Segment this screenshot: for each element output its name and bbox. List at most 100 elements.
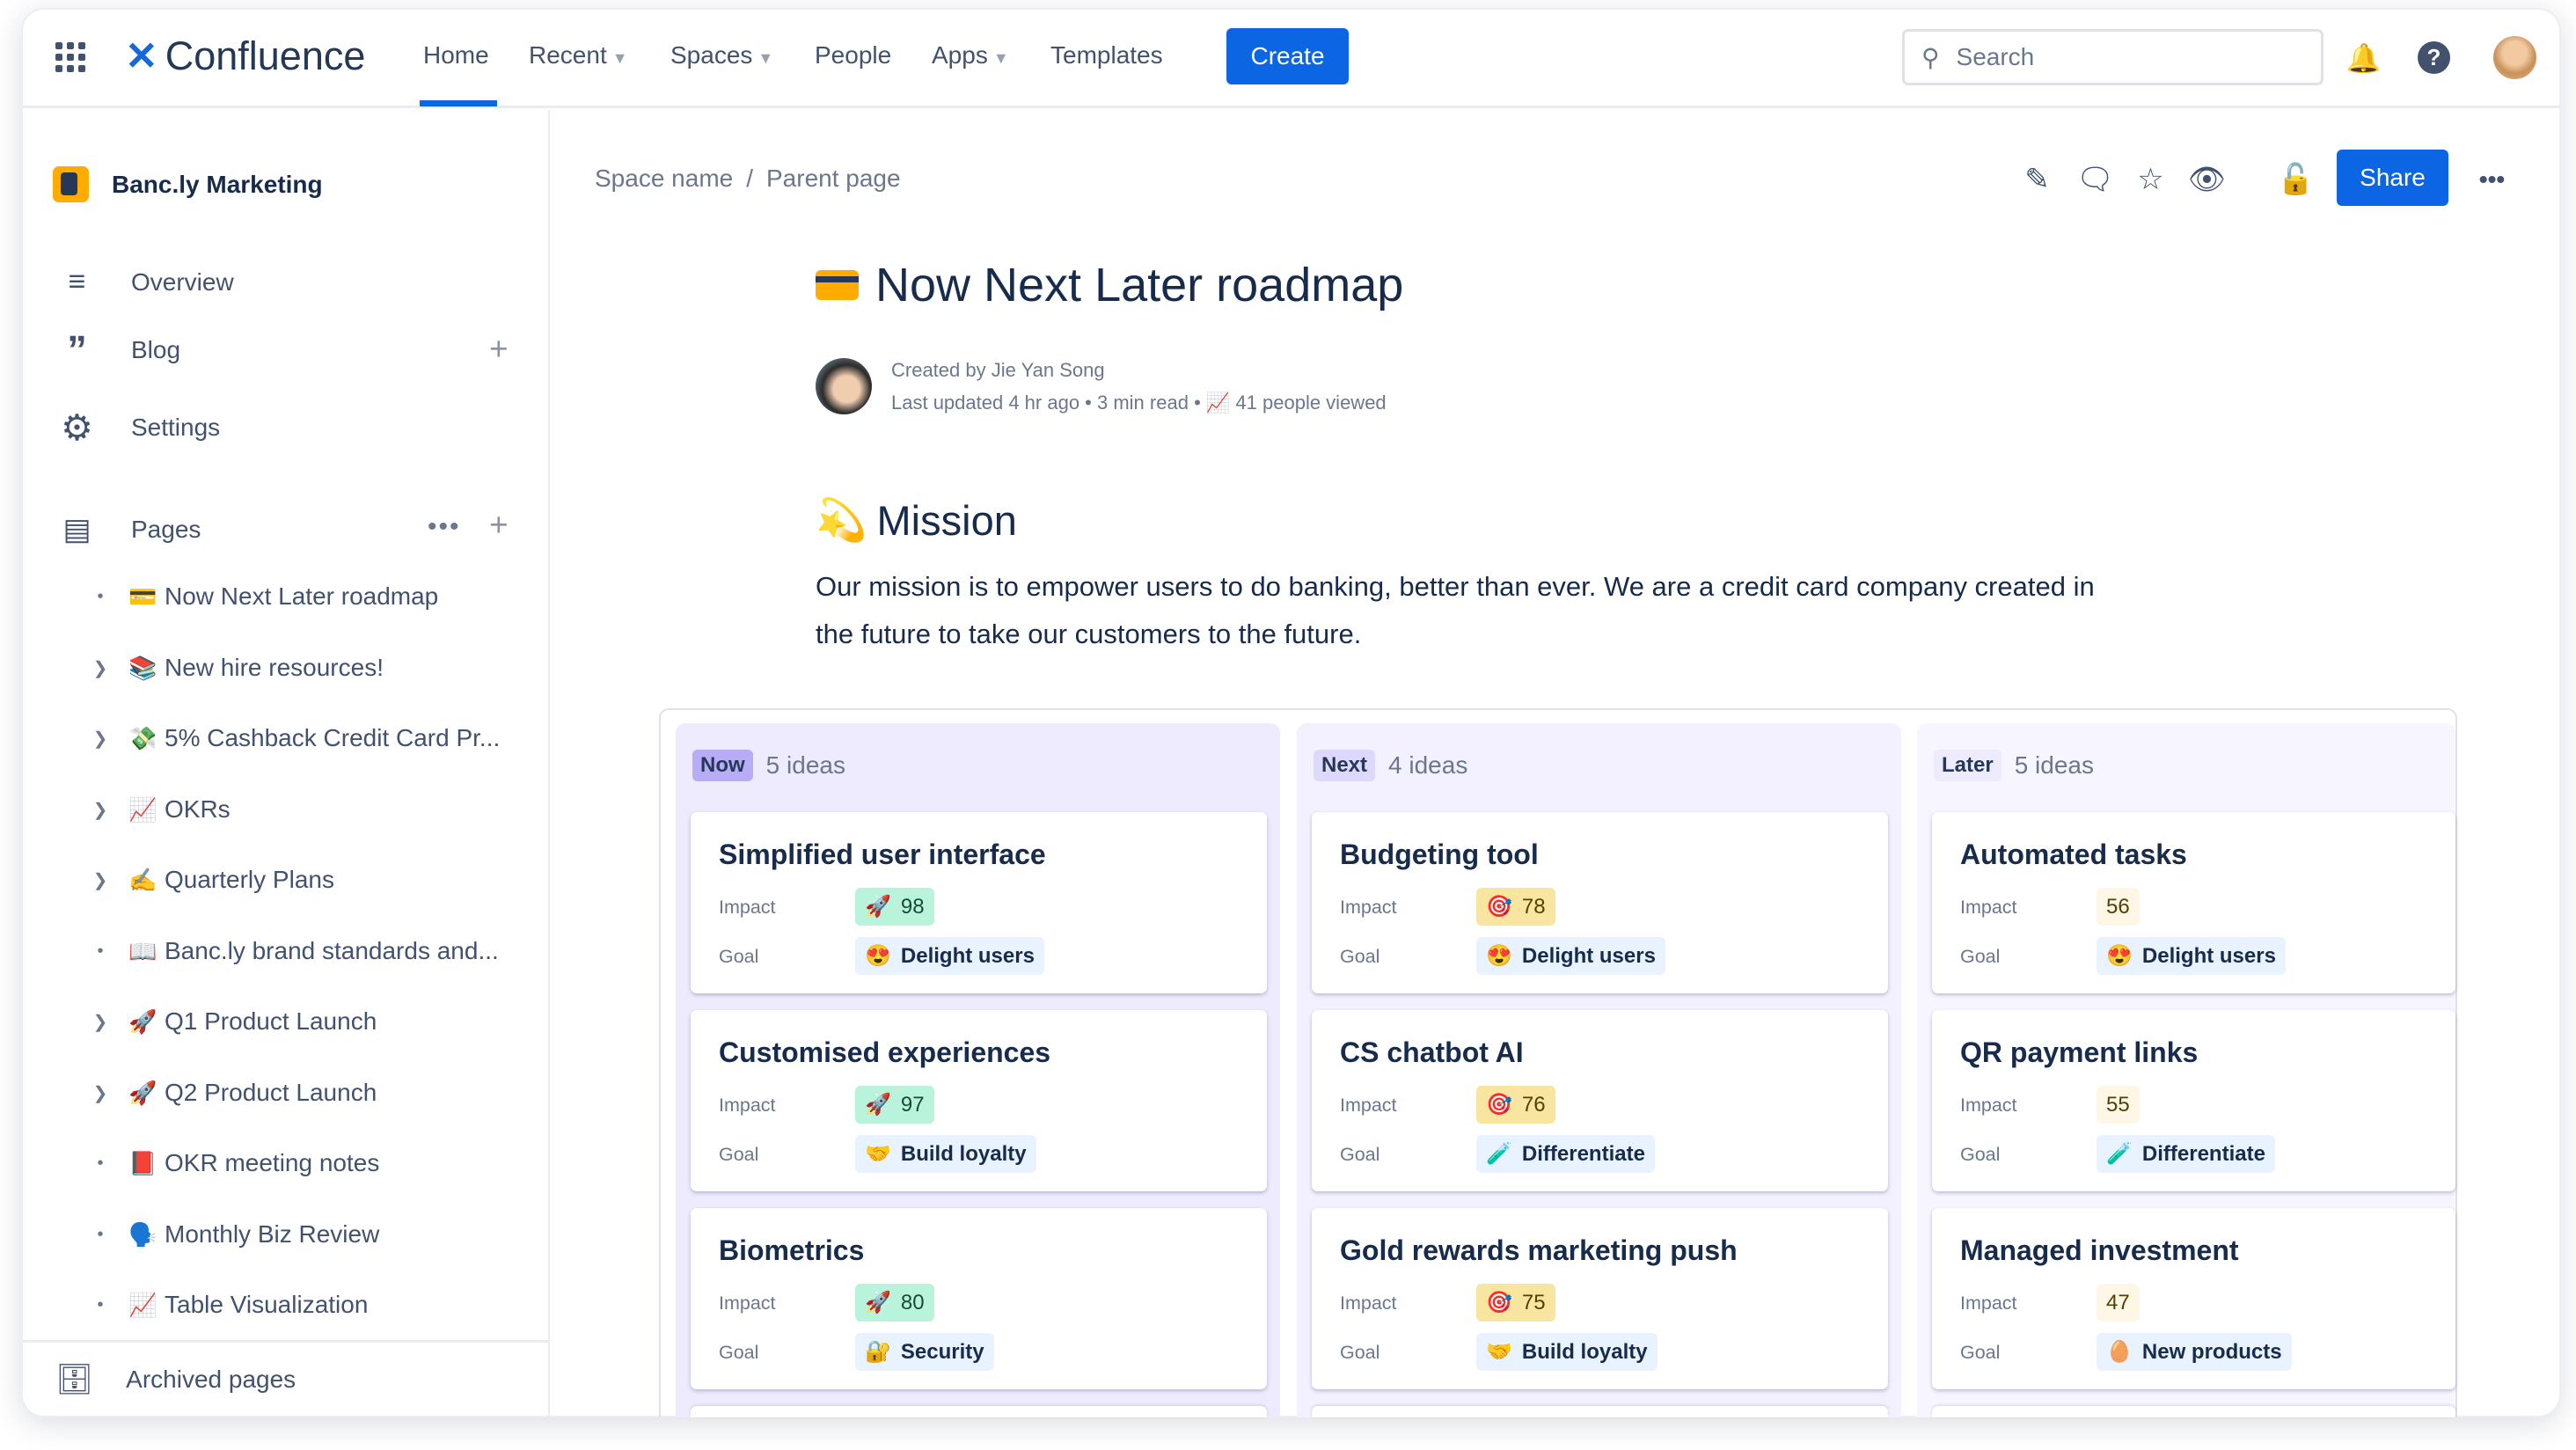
page-tree-item[interactable]: ❯ 📚 New hire resources!	[89, 654, 384, 682]
nav-people[interactable]: People	[815, 41, 891, 70]
notifications-icon[interactable]: 🔔	[2345, 41, 2382, 74]
mission-heading-text: Mission	[876, 496, 1017, 544]
idea-card[interactable]: Managed investment Impact 47 Goal 🥚 New p…	[1932, 1208, 2455, 1389]
idea-card[interactable]: Customised experiences Impact 🚀 97 Goal 🤝…	[691, 1010, 1267, 1191]
sidebar-item-overview[interactable]: ≡ Overview	[59, 265, 234, 299]
confluence-logo[interactable]: ✕ Confluence	[125, 33, 365, 79]
comment-icon[interactable]: 🗨	[2075, 162, 2115, 196]
impact-badge: 🎯 78	[1476, 888, 1555, 926]
impact-score: 47	[2106, 1290, 2130, 1315]
roadmap-board: Now 5 ideas Simplified user interface Imp…	[659, 708, 2457, 1417]
bullet-icon: •	[97, 586, 104, 606]
product-name: Confluence	[165, 33, 366, 78]
goal-label: Goal	[719, 946, 759, 967]
page-emoji-icon: 📚	[128, 654, 157, 681]
idea-card[interactable]: QR payment links Impact 55 Goal 🧪 Differe…	[1932, 1010, 2455, 1191]
idea-card[interactable]	[691, 1406, 1267, 1417]
unlock-icon[interactable]: 🔓	[2277, 162, 2315, 196]
watch-icon[interactable]: 👁	[2187, 162, 2227, 196]
page-tree-item[interactable]: • 📕 OKR meeting notes	[89, 1149, 379, 1177]
app-switcher-icon[interactable]	[55, 42, 85, 72]
overview-icon: ≡	[68, 265, 86, 298]
page-tree-item[interactable]: • 🗣️ Monthly Biz Review	[89, 1220, 379, 1249]
add-blog-button[interactable]: +	[489, 331, 509, 367]
page-tree-item[interactable]: • 📈 Table Visualization	[89, 1291, 368, 1319]
chevron-right-icon[interactable]: ❯	[92, 870, 108, 890]
byline: Created by Jie Yan Song Last updated 4 hr…	[816, 354, 1387, 419]
impact-badge: 🎯 76	[1476, 1086, 1555, 1124]
idea-card[interactable]: Automated tasks Impact 56 Goal 😍 Delight …	[1932, 812, 2455, 993]
idea-card[interactable]: Simplified user interface Impact 🚀 98 Goa…	[691, 812, 1267, 993]
column-lozenge: Later	[1934, 750, 2002, 781]
impact-score: 75	[1521, 1290, 1546, 1315]
idea-card[interactable]: CS chatbot AI Impact 🎯 76 Goal 🧪 Different…	[1312, 1010, 1888, 1191]
nav-label: People	[815, 41, 892, 69]
impact-score: 98	[900, 894, 925, 919]
analytics-icon: 📈	[1205, 392, 1231, 414]
impact-label: Impact	[1340, 1095, 1397, 1116]
page-tree-item[interactable]: ❯ ✍️ Quarterly Plans	[89, 866, 334, 894]
mission-heading: 💫 Mission	[816, 495, 1017, 545]
view-count[interactable]: 41 people viewed	[1235, 392, 1387, 414]
page-tree-item[interactable]: • 💳 Now Next Later roadmap	[89, 582, 438, 611]
nav-label: Spaces	[670, 41, 753, 69]
impact-badge: 🎯 75	[1476, 1284, 1555, 1322]
page-content: Space name / Parent page ✎ 🗨 ☆ 👁 🔓 Share •…	[552, 110, 2559, 1417]
nav-templates[interactable]: Templates	[1050, 41, 1163, 70]
idea-card[interactable]: Budgeting tool Impact 🎯 78 Goal 😍 Delight …	[1312, 812, 1888, 993]
nav-recent[interactable]: Recent ▼	[529, 41, 628, 70]
goal-badge: 😍 Delight users	[2097, 937, 2286, 975]
page-tree-item[interactable]: • 📖 Banc.ly brand standards and...	[89, 937, 498, 965]
impact-badge: 🚀 97	[855, 1086, 934, 1124]
more-actions-icon[interactable]: •••	[2478, 165, 2506, 193]
sidebar-item-pages[interactable]: ▤ Pages	[59, 512, 201, 547]
user-avatar[interactable]	[2493, 36, 2536, 79]
idea-card[interactable]: Gold rewards marketing push Impact 🎯 75 G…	[1312, 1208, 1888, 1389]
sidebar-item-settings[interactable]: ⚙ Settings	[59, 406, 220, 449]
breadcrumb-space[interactable]: Space name	[595, 165, 734, 192]
page-tree-label: Q1 Product Launch	[165, 1007, 377, 1035]
nav-home[interactable]: Home	[423, 41, 489, 70]
sidebar-item-blog[interactable]: ” Blog	[59, 330, 180, 370]
author-avatar[interactable]	[816, 358, 872, 414]
page-emoji-icon: 🗣️	[128, 1220, 157, 1248]
idea-card[interactable]	[1312, 1406, 1888, 1417]
chevron-right-icon[interactable]: ❯	[92, 658, 108, 678]
idea-card[interactable]: Biometrics Impact 🚀 80 Goal 🔐 Security	[691, 1208, 1267, 1389]
nav-spaces[interactable]: Spaces ▼	[670, 41, 773, 70]
goal-label: Goal	[1960, 1342, 2001, 1363]
page-tree-item[interactable]: ❯ 📈 OKRs	[89, 795, 231, 824]
help-icon[interactable]: ?	[2416, 40, 2452, 76]
credit-card-icon	[816, 270, 859, 300]
archived-pages[interactable]: 🗄 Archived pages	[23, 1340, 548, 1416]
sidebar: Banc.ly Marketing ≡ Overview ” Blog + ⚙ Set…	[23, 110, 550, 1417]
add-page-button[interactable]: +	[489, 507, 509, 543]
star-icon[interactable]: ☆	[2137, 162, 2164, 196]
space-header[interactable]: Banc.ly Marketing	[53, 166, 323, 202]
breadcrumb: Space name / Parent page	[595, 165, 901, 192]
goal-badge: 🧪 Differentiate	[2097, 1135, 2275, 1173]
chevron-right-icon[interactable]: ❯	[92, 800, 108, 820]
more-icon[interactable]: •••	[428, 512, 461, 541]
page-tree-item[interactable]: ❯ 🚀 Q1 Product Launch	[89, 1007, 377, 1036]
page-emoji-icon: 💳	[128, 582, 157, 610]
edit-icon[interactable]: ✎	[2024, 162, 2050, 196]
page-emoji-icon: 💸	[128, 724, 157, 751]
page-tree-item[interactable]: ❯ 🚀 Q2 Product Launch	[89, 1079, 377, 1107]
create-button[interactable]: Create	[1226, 28, 1349, 84]
chevron-right-icon[interactable]: ❯	[92, 729, 108, 749]
nav-apps[interactable]: Apps ▼	[932, 41, 1009, 70]
search-input[interactable]: ⚲ Search	[1902, 29, 2324, 85]
impact-badge: 55	[2097, 1086, 2140, 1124]
impact-badge: 47	[2097, 1284, 2140, 1322]
chevron-right-icon[interactable]: ❯	[92, 1083, 108, 1103]
impact-score: 78	[1521, 894, 1546, 919]
page-tree-label: Now Next Later roadmap	[165, 582, 439, 610]
chevron-right-icon[interactable]: ❯	[92, 1012, 108, 1032]
idea-title: Budgeting tool	[1340, 839, 1539, 870]
idea-card[interactable]	[1932, 1406, 2455, 1417]
goal-text: Delight users	[2141, 943, 2276, 968]
page-tree-item[interactable]: ❯ 💸 5% Cashback Credit Card Pr...	[89, 724, 501, 752]
share-button[interactable]: Share	[2337, 150, 2448, 206]
breadcrumb-parent[interactable]: Parent page	[766, 165, 901, 192]
